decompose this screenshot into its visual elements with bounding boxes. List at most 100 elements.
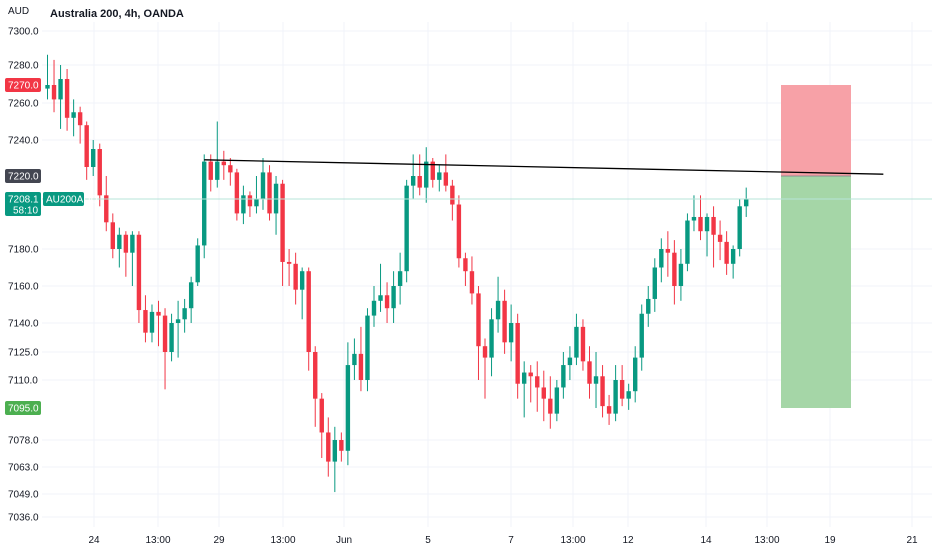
candle bbox=[182, 298, 187, 333]
candle-body bbox=[267, 172, 272, 214]
candle-body bbox=[450, 185, 455, 205]
candle bbox=[110, 213, 115, 259]
candle bbox=[665, 231, 671, 277]
candle bbox=[404, 179, 409, 283]
candle-body bbox=[489, 319, 494, 358]
candle-body bbox=[254, 199, 259, 207]
candle bbox=[149, 304, 155, 343]
price-tag-label: 7270.0 bbox=[8, 81, 39, 92]
chart-title: Australia 200, 4h, OANDA bbox=[50, 8, 184, 20]
candle bbox=[561, 352, 566, 399]
candle bbox=[267, 165, 272, 221]
candle-body bbox=[175, 319, 181, 323]
candle-body bbox=[535, 376, 540, 388]
candle-body bbox=[365, 315, 370, 380]
candle bbox=[724, 231, 729, 275]
price-tags: 7270.0 7220.0 7208.158:10 AU200AUD 7095.0 bbox=[5, 78, 98, 415]
candle bbox=[659, 238, 664, 283]
time-axis[interactable]: 24 13:00 29 13:00 Jun 5 7 13:00 12 14 13:00 19 21 bbox=[88, 535, 918, 546]
candle-body bbox=[430, 161, 435, 180]
candle-body bbox=[730, 249, 736, 264]
y-tick-label: 7078.0 bbox=[8, 436, 39, 447]
candle bbox=[195, 238, 200, 286]
y-tick-label: 7280.0 bbox=[8, 61, 39, 72]
candle-body bbox=[502, 300, 507, 343]
candle-body bbox=[717, 234, 723, 242]
candle bbox=[228, 158, 233, 186]
candle-body bbox=[593, 376, 599, 384]
candle bbox=[672, 240, 677, 305]
y-tick-label: 7140.0 bbox=[8, 319, 39, 330]
y-tick-label: 7063.0 bbox=[8, 463, 39, 474]
candle bbox=[221, 150, 227, 180]
x-tick-label: 13:00 bbox=[560, 535, 585, 546]
candle bbox=[306, 267, 311, 371]
stop-loss-zone[interactable] bbox=[781, 85, 851, 176]
price-tag-bg bbox=[5, 401, 41, 415]
candle bbox=[639, 304, 644, 371]
candle-body bbox=[371, 300, 377, 316]
price-tag-bg bbox=[5, 169, 41, 183]
candle-body bbox=[652, 267, 657, 299]
candle-body bbox=[247, 195, 253, 207]
candle bbox=[247, 191, 253, 217]
candle-body bbox=[521, 372, 527, 384]
x-tick-label: 14 bbox=[700, 535, 712, 546]
candle-body bbox=[384, 295, 390, 309]
candle bbox=[469, 256, 475, 305]
candle bbox=[345, 342, 351, 466]
candle bbox=[378, 263, 383, 312]
candle-body bbox=[443, 172, 449, 186]
candle-body bbox=[71, 112, 76, 118]
y-tick-label: 7049.0 bbox=[8, 490, 39, 501]
candle-body bbox=[130, 234, 135, 253]
candle-body bbox=[182, 308, 187, 320]
candle-body bbox=[737, 206, 742, 249]
y-tick-label: 7240.0 bbox=[8, 136, 39, 147]
candle bbox=[541, 370, 546, 422]
candle bbox=[417, 154, 422, 196]
candle bbox=[744, 187, 749, 217]
candle-body bbox=[326, 432, 331, 462]
candle-body bbox=[633, 357, 638, 392]
candle bbox=[84, 121, 89, 180]
resistance-trendline[interactable] bbox=[204, 159, 884, 175]
price-tag-label: 7208.1 bbox=[8, 195, 39, 206]
candle bbox=[450, 179, 455, 221]
x-tick-label: 29 bbox=[213, 535, 225, 546]
candle bbox=[619, 365, 625, 407]
candle bbox=[482, 338, 488, 399]
candle bbox=[502, 289, 507, 354]
candle bbox=[162, 308, 168, 390]
candle-body bbox=[378, 295, 383, 301]
candle bbox=[188, 276, 194, 323]
candle bbox=[326, 417, 331, 477]
x-tick-label: 19 bbox=[824, 535, 836, 546]
candle bbox=[156, 300, 161, 347]
price-axis[interactable]: 7300.0 7280.0 7260.0 7240.0 7180.0 7160.0 7140… bbox=[8, 27, 39, 524]
candle bbox=[169, 313, 174, 362]
candle-body bbox=[58, 79, 63, 100]
candle-body bbox=[678, 263, 684, 286]
candle-body bbox=[345, 365, 351, 451]
position-zones[interactable] bbox=[781, 85, 851, 408]
candle bbox=[567, 346, 573, 380]
candle-body bbox=[45, 85, 50, 89]
candle bbox=[554, 380, 560, 422]
candle bbox=[626, 383, 631, 410]
candle-body bbox=[391, 286, 396, 309]
candle bbox=[254, 176, 259, 214]
candle bbox=[123, 231, 129, 277]
candle-body bbox=[136, 234, 142, 311]
candle-body bbox=[606, 406, 612, 414]
candle-body bbox=[241, 195, 246, 214]
take-profit-zone[interactable] bbox=[781, 176, 851, 408]
candle bbox=[704, 213, 710, 257]
candle-body bbox=[162, 315, 168, 352]
x-tick-label: 13:00 bbox=[754, 535, 779, 546]
candle bbox=[633, 346, 638, 403]
candle bbox=[130, 231, 135, 286]
